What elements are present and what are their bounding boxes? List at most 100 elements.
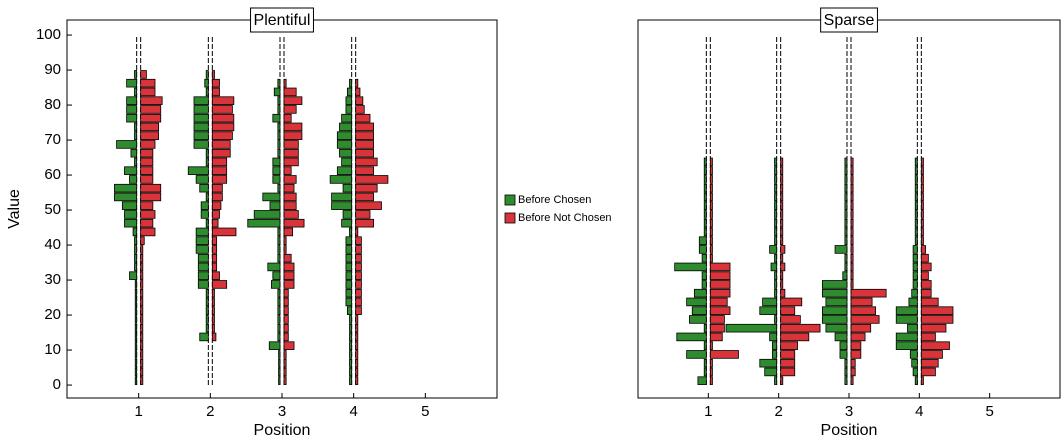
histogram-bar xyxy=(703,192,707,202)
histogram-bar xyxy=(709,323,725,333)
histogram-bar xyxy=(134,332,138,342)
histogram-bar xyxy=(134,253,138,263)
histogram-bar xyxy=(920,236,924,245)
histogram-bar xyxy=(676,332,707,342)
histogram-bar xyxy=(277,131,281,140)
histogram-bar xyxy=(205,148,209,158)
histogram-bar xyxy=(844,236,848,245)
histogram-bar xyxy=(780,332,810,342)
histogram-bar xyxy=(211,323,215,333)
histogram-bar xyxy=(920,280,932,289)
histogram-bar xyxy=(895,341,918,350)
histogram-bar xyxy=(283,253,292,263)
histogram-bar xyxy=(205,157,209,167)
histogram-bar xyxy=(774,157,778,167)
x-tick-label: 2 xyxy=(206,403,214,420)
histogram-bar xyxy=(140,306,144,315)
histogram-bar xyxy=(341,218,353,228)
histogram-bar xyxy=(349,341,353,350)
histogram-bar xyxy=(709,315,725,324)
y-tick-label: 0 xyxy=(53,376,61,393)
histogram-bar xyxy=(914,157,918,167)
histogram-bar xyxy=(283,175,297,184)
histogram-bar xyxy=(341,157,353,167)
histogram-bar xyxy=(140,201,154,210)
histogram-bar xyxy=(703,166,707,175)
histogram-bar xyxy=(693,288,707,298)
histogram-bar xyxy=(283,96,303,105)
histogram-bar xyxy=(273,87,281,97)
x-tick-label: 5 xyxy=(421,403,429,420)
histogram-bar xyxy=(355,271,362,280)
histogram-bar xyxy=(277,140,281,149)
histogram-bar xyxy=(283,166,292,175)
histogram-bar xyxy=(920,341,950,350)
histogram-bar xyxy=(211,113,235,123)
histogram-bar xyxy=(211,315,215,324)
histogram-bar xyxy=(920,192,924,202)
histogram-bar xyxy=(134,280,138,289)
histogram-bar xyxy=(908,297,918,307)
histogram-bar xyxy=(349,350,353,359)
histogram-bar xyxy=(283,280,295,289)
histogram-bar xyxy=(283,245,287,254)
histogram-bar xyxy=(914,227,918,237)
histogram-bar xyxy=(129,175,138,184)
histogram-bar xyxy=(759,358,778,368)
histogram-bar xyxy=(211,332,217,342)
histogram-bar xyxy=(920,262,932,272)
histogram-bar xyxy=(780,192,784,202)
histogram-bar xyxy=(709,253,713,263)
histogram-bar xyxy=(920,271,929,280)
histogram-bar xyxy=(709,192,713,202)
histogram-bar xyxy=(341,113,353,123)
histogram-bar xyxy=(205,306,209,315)
histogram-bar xyxy=(283,131,303,140)
histogram-bar xyxy=(850,245,854,254)
histogram-bar xyxy=(355,245,362,254)
histogram-bar xyxy=(195,236,209,245)
histogram-bar xyxy=(283,157,299,167)
histogram-bar xyxy=(697,376,707,385)
histogram-bar xyxy=(283,105,297,114)
histogram-bar xyxy=(912,280,918,289)
histogram-bar xyxy=(211,157,228,167)
histogram-bar xyxy=(247,218,281,228)
histogram-bar xyxy=(140,218,154,228)
histogram-bar xyxy=(850,183,854,193)
histogram-bar xyxy=(844,175,848,184)
histogram-bar xyxy=(336,140,353,149)
histogram-bar xyxy=(211,271,220,280)
histogram-bar xyxy=(703,323,707,333)
histogram-bar xyxy=(920,218,924,228)
histogram-bar xyxy=(199,183,209,193)
histogram-bar xyxy=(825,323,848,333)
histogram-bar xyxy=(211,105,233,114)
histogram-bar xyxy=(850,280,854,289)
histogram-bar xyxy=(197,262,209,272)
histogram-bar xyxy=(686,297,707,307)
histogram-bar xyxy=(850,227,854,237)
histogram-bar xyxy=(844,376,848,385)
histogram-bar xyxy=(277,288,281,298)
histogram-bar xyxy=(140,105,162,114)
histogram-bar xyxy=(914,166,918,175)
histogram-bar xyxy=(821,306,848,315)
histogram-bar xyxy=(277,306,281,315)
histogram-bar xyxy=(914,210,918,219)
histogram-bar xyxy=(355,140,374,149)
x-tick-label: 3 xyxy=(278,403,286,420)
histogram-bar xyxy=(283,288,289,298)
histogram-bar xyxy=(914,218,918,228)
histogram-bar xyxy=(205,315,209,324)
histogram-bar xyxy=(355,166,374,175)
histogram-bar xyxy=(277,227,281,237)
histogram-bar xyxy=(703,358,707,368)
histogram-bar xyxy=(134,87,138,97)
histogram-bar xyxy=(211,262,218,272)
histogram-bar xyxy=(187,166,209,175)
histogram-bar xyxy=(920,367,936,377)
histogram-bar xyxy=(850,332,866,342)
histogram-bar xyxy=(920,175,924,184)
histogram-bar xyxy=(140,297,144,307)
